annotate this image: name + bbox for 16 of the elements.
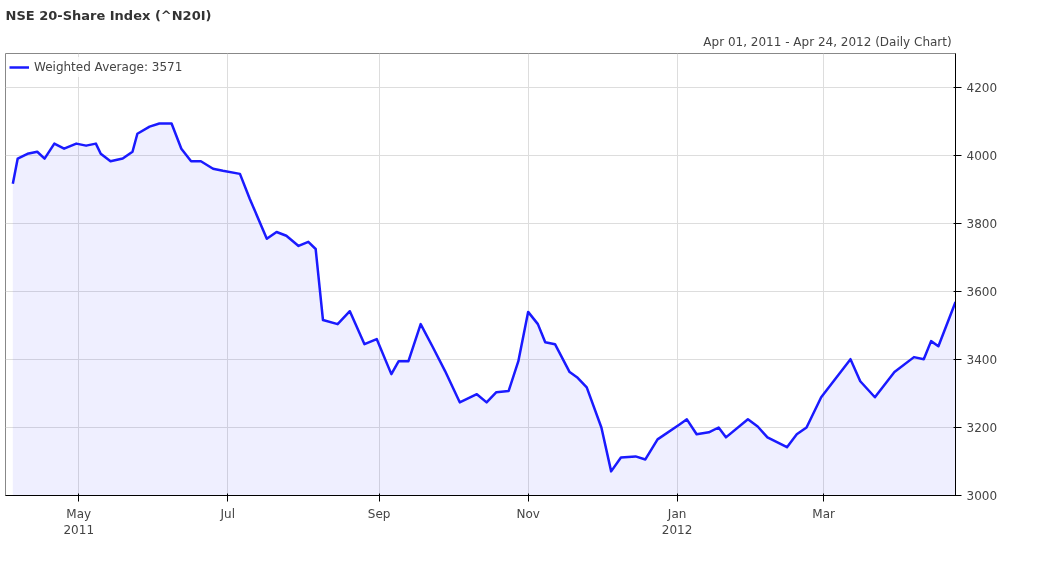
x-tick-label: May 2011	[63, 506, 95, 538]
x-tick-label: Mar	[812, 506, 836, 521]
y-tick-label: 3400	[966, 353, 998, 367]
legend-label: Weighted Average: 3571	[34, 60, 183, 74]
y-tick-label: 3800	[966, 217, 998, 231]
chart-subtitle: Apr 01, 2011 - Apr 24, 2012 (Daily Chart)	[703, 34, 952, 49]
x-tick-label: Nov	[516, 506, 540, 521]
x-tick-label: Jul	[219, 506, 235, 521]
y-tick-label: 3000	[966, 489, 998, 503]
x-tick-label: Sep	[367, 506, 391, 521]
y-tick-label: 3600	[966, 285, 998, 299]
y-tick-label: 3200	[966, 421, 998, 435]
chart-title: NSE 20-Share Index (^N20I)	[5, 7, 212, 23]
x-tick-label: Jan 2012	[661, 506, 693, 538]
y-tick-label: 4000	[966, 149, 998, 163]
y-tick-label: 4200	[966, 81, 998, 95]
